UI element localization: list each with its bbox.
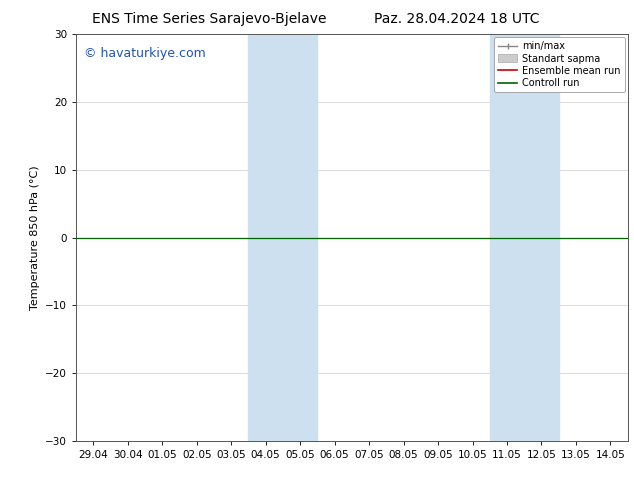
Text: © havaturkiye.com: © havaturkiye.com [84, 47, 206, 59]
Bar [249, 34, 318, 441]
Text: ENS Time Series Sarajevo-Bjelave: ENS Time Series Sarajevo-Bjelave [92, 12, 327, 26]
Y-axis label: Temperature 850 hPa (°C): Temperature 850 hPa (°C) [30, 165, 39, 310]
Text: Paz. 28.04.2024 18 UTC: Paz. 28.04.2024 18 UTC [373, 12, 540, 26]
Bar [489, 34, 559, 441]
Legend: min/max, Standart sapma, Ensemble mean run, Controll run: min/max, Standart sapma, Ensemble mean r… [494, 37, 624, 92]
